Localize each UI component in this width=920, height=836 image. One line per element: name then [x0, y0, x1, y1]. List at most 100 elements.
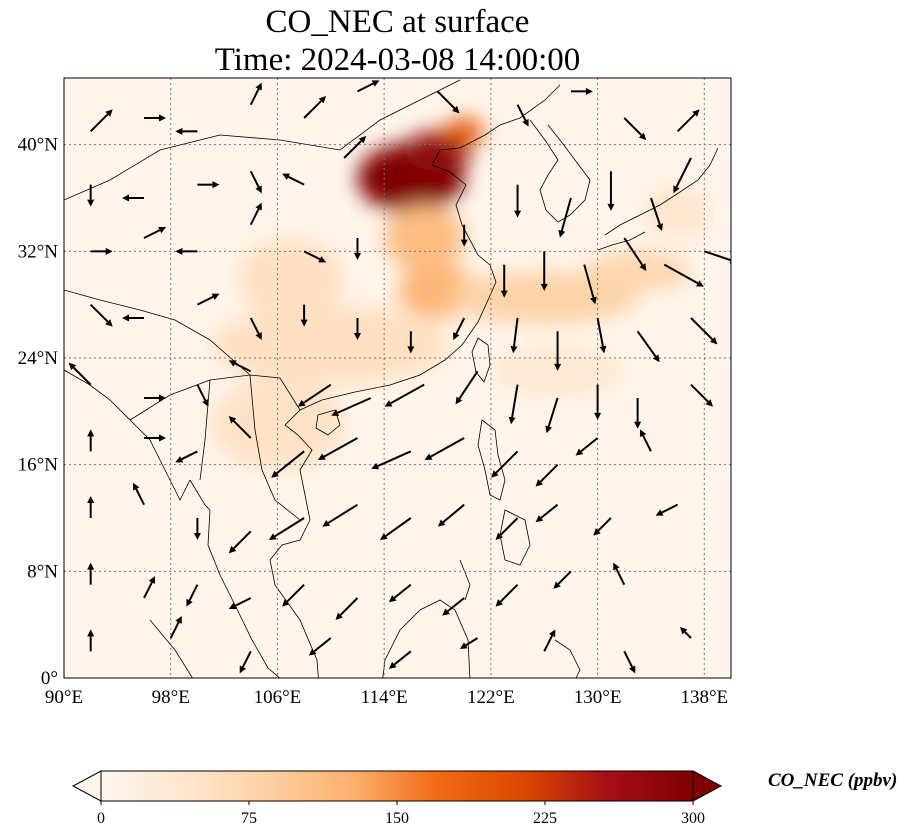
wind-arrow	[303, 250, 327, 263]
wind-arrow	[491, 450, 519, 478]
wind-arrow	[239, 650, 252, 674]
lon-tick-label: 114°E	[361, 687, 408, 708]
wind-arrow	[335, 597, 359, 620]
wind-arrow	[545, 397, 559, 434]
wind-arrow	[89, 303, 113, 327]
wind-arrow	[650, 197, 664, 231]
colorbar-gradient	[100, 770, 694, 802]
wind-arrow	[175, 127, 198, 135]
wind-arrow	[196, 293, 220, 306]
wind-arrow	[516, 104, 529, 127]
wind-arrow	[196, 384, 209, 407]
wind-arrow	[175, 247, 198, 255]
co-plume	[210, 304, 451, 385]
wind-arrow	[575, 437, 599, 456]
lat-tick-label: 32°N	[18, 241, 59, 262]
wind-arrow	[558, 197, 572, 238]
wind-arrow	[554, 331, 562, 371]
wind-arrow	[228, 530, 252, 554]
wind-arrow	[122, 194, 145, 202]
wind-arrow	[143, 227, 167, 239]
lon-tick-label: 90°E	[45, 687, 83, 708]
wind-arrow	[540, 251, 548, 291]
colorbar-tick-label: 0	[97, 810, 105, 827]
wind-arrow	[495, 517, 519, 540]
wind-arrow	[228, 597, 252, 609]
wind-arrow	[268, 517, 305, 540]
wind-arrow	[169, 616, 182, 639]
wind-arrow	[495, 583, 519, 607]
wind-arrow	[90, 247, 113, 255]
wind-arrow	[371, 450, 412, 470]
co-plume	[584, 251, 691, 292]
wind-arrow	[424, 437, 465, 460]
wind-arrow	[639, 429, 652, 452]
wind-arrow	[303, 96, 327, 119]
wind-arrow	[459, 637, 479, 649]
wind-arrow	[331, 397, 372, 416]
colorbar-extend-max	[692, 770, 723, 802]
wind-arrow	[282, 173, 305, 186]
colorbar-tick-label: 150	[385, 810, 409, 827]
wind-arrow	[535, 503, 559, 523]
wind-arrow	[300, 304, 308, 327]
wind-arrow	[122, 314, 145, 322]
wind-arrow	[453, 317, 466, 340]
colorbar-tick-label: 75	[241, 810, 257, 827]
wind-arrow	[388, 583, 412, 603]
wind-arrow	[510, 317, 519, 354]
wind-arrow	[68, 362, 92, 386]
wind-arrow	[87, 184, 95, 207]
wind-arrow	[623, 117, 647, 140]
wind-arrow	[655, 503, 679, 516]
colorbar-tick-label: 225	[533, 810, 557, 827]
wind-arrow	[353, 318, 361, 340]
lon-tick-label: 122°E	[467, 687, 515, 708]
colorbar-label: CO_NEC (ppbv)	[768, 770, 898, 791]
wind-arrow	[553, 570, 572, 589]
wind-arrow	[623, 650, 636, 674]
axis-ticks: 90°E 98°E 106°E 114°E 122°E 130°E 138°E 0° 8°N 16…	[18, 135, 729, 708]
colorbar-extend-min	[71, 770, 102, 802]
lat-tick-label: 0°	[41, 668, 58, 689]
wind-arrow	[594, 384, 602, 420]
wind-arrow	[676, 109, 700, 133]
wind-arrow	[380, 517, 412, 540]
wind-arrow	[317, 437, 358, 460]
wind-arrow	[673, 157, 692, 194]
co-plume	[450, 271, 638, 325]
wind-arrow	[407, 331, 415, 354]
wind-arrow	[613, 562, 626, 586]
wind-arrow	[193, 518, 201, 540]
wind-arrow	[343, 136, 367, 159]
wind-arrow	[197, 181, 220, 189]
map-title: CO_NEC at surface	[265, 4, 530, 40]
wind-arrow	[249, 82, 262, 106]
wind-arrow	[690, 317, 718, 345]
wind-arrow	[596, 317, 607, 354]
wind-arrow	[144, 394, 167, 402]
wind-arrow	[308, 637, 332, 656]
wind-arrow	[353, 238, 361, 260]
wind-arrow	[679, 627, 692, 639]
wind-arrow	[249, 202, 262, 226]
wind-arrow	[297, 383, 332, 407]
map-frame	[63, 77, 732, 679]
wind-arrow	[384, 383, 425, 407]
wind-arrow	[87, 629, 95, 652]
map-time-subtitle: Time: 2024-03-08 14:00:00	[214, 42, 581, 78]
wind-arrow	[607, 171, 615, 211]
wind-arrow	[535, 463, 559, 487]
colorbar: 0 75 150 225 300	[71, 770, 723, 827]
wind-arrow	[282, 583, 305, 607]
wind-arrow	[543, 629, 556, 652]
wind-arrow	[249, 317, 262, 340]
lon-tick-label: 98°E	[152, 687, 190, 708]
lat-tick-label: 40°N	[18, 135, 59, 156]
wind-arrow	[436, 90, 460, 114]
wind-arrow	[500, 264, 508, 298]
wind-arrow	[663, 263, 704, 287]
wind-arrow	[455, 370, 479, 405]
wind-arrow	[593, 517, 612, 536]
